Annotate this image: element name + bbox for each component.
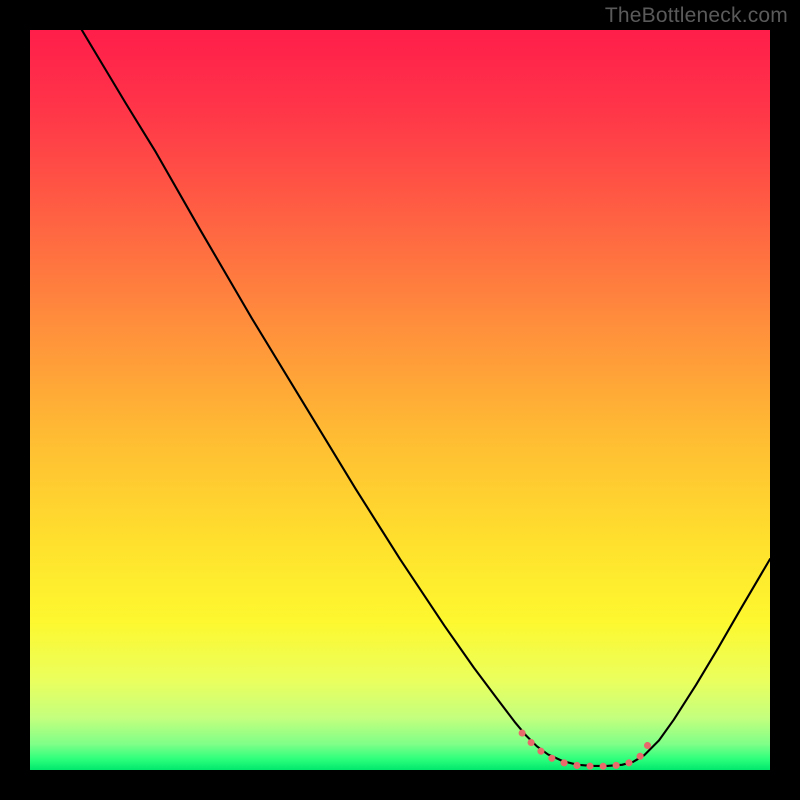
plot-area (30, 30, 770, 770)
gradient-background (30, 30, 770, 770)
watermark-label: TheBottleneck.com (605, 4, 788, 28)
plot-svg (30, 30, 770, 770)
